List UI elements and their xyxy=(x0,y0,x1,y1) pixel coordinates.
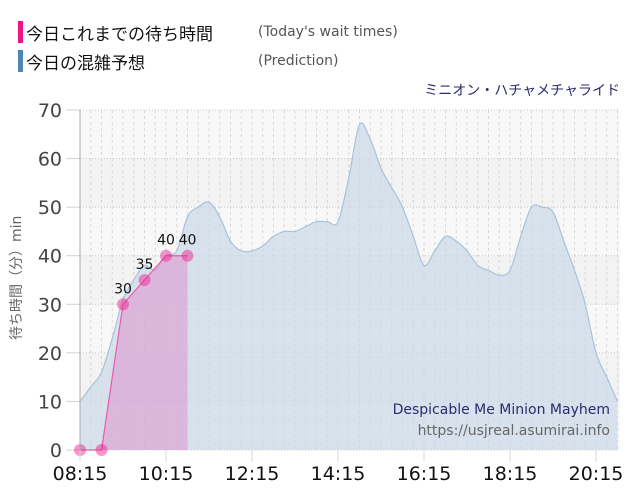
x-tick-label: 16:15 xyxy=(397,463,452,485)
data-label: 35 xyxy=(136,257,154,273)
actual-data-point xyxy=(160,249,172,262)
legend-actual: 今日これまでの待ち時間 (Today's wait times) xyxy=(18,20,398,45)
legend-prediction: 今日の混雑予想 (Prediction) xyxy=(18,49,338,74)
prediction-line xyxy=(79,122,619,402)
x-tick-label: 20:15 xyxy=(569,463,624,485)
x-tick-label: 12:15 xyxy=(225,463,280,485)
y-tick-label: 30 xyxy=(38,294,62,316)
x-tick-label: 14:15 xyxy=(311,463,366,485)
y-tick-label: 0 xyxy=(50,440,62,462)
y-axis-label-text: 待ち時間（分）min xyxy=(9,215,25,340)
y-tick-label: 10 xyxy=(38,391,62,413)
actual-data-point xyxy=(95,444,108,456)
legend-actual-label-ja: 今日これまでの待ち時間 xyxy=(26,24,213,45)
actual-data-point xyxy=(138,274,151,286)
actual-data-point xyxy=(181,249,194,262)
plot-band xyxy=(80,110,620,159)
y-tick-label: 20 xyxy=(38,343,62,365)
x-tick-label: 10:15 xyxy=(139,463,194,485)
actual-line xyxy=(80,255,188,451)
y-tick-label: 70 xyxy=(38,100,62,122)
legend-prediction-label-en: (Prediction) xyxy=(258,53,339,69)
x-tick-label: 08:15 xyxy=(53,463,108,485)
watermark-title: Despicable Me Minion Mayhem xyxy=(392,402,610,418)
y-tick-label: 40 xyxy=(38,246,62,268)
data-label: 40 xyxy=(157,233,175,249)
data-label: 40 xyxy=(179,233,197,249)
watermark-url: https://usjreal.asumirai.info xyxy=(417,423,610,439)
y-tick-label: 50 xyxy=(38,197,62,219)
actual-data-point xyxy=(117,298,129,311)
y-tick-label: 60 xyxy=(38,149,62,171)
legend-prediction-swatch xyxy=(18,50,23,72)
data-label: 30 xyxy=(114,281,132,297)
y-axis-label: 待ち時間（分）min xyxy=(6,200,26,340)
actual-area xyxy=(80,255,188,450)
legend-prediction-label-ja: 今日の混雑予想 xyxy=(26,53,145,74)
prediction-area xyxy=(80,122,618,451)
legend-actual-swatch xyxy=(18,21,23,43)
x-tick-label: 18:15 xyxy=(483,463,538,485)
attraction-name: ミニオン・ハチャメチャライド xyxy=(424,83,620,99)
legend-actual-label-en: (Today's wait times) xyxy=(258,24,398,40)
